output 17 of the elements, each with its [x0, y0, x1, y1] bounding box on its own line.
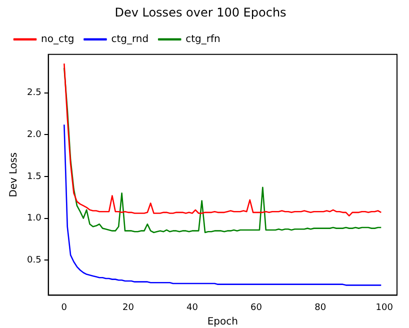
- y-tick-label: 2.0: [26, 130, 42, 140]
- x-tick-label: 100: [376, 302, 394, 313]
- y-tick-label: 0.5: [26, 255, 42, 266]
- legend-label: no_ctg: [41, 34, 74, 45]
- y-axis-title: Dev Loss: [8, 152, 20, 198]
- y-tick-label: 1.0: [26, 214, 42, 224]
- y-tick-label: 1.5: [26, 172, 42, 182]
- legend-label: ctg_rfn: [186, 34, 220, 45]
- x-tick-label: 60: [250, 302, 262, 313]
- chart-title: Dev Losses over 100 Epochs: [114, 5, 286, 20]
- x-tick-label: 80: [314, 302, 326, 313]
- legend-label: ctg_rnd: [111, 34, 149, 45]
- x-tick-label: 0: [61, 302, 68, 313]
- y-tick-label: 2.5: [26, 88, 42, 98]
- x-axis-title: Epoch: [207, 316, 238, 328]
- x-tick-label: 20: [122, 302, 134, 313]
- x-tick-label: 40: [186, 302, 198, 313]
